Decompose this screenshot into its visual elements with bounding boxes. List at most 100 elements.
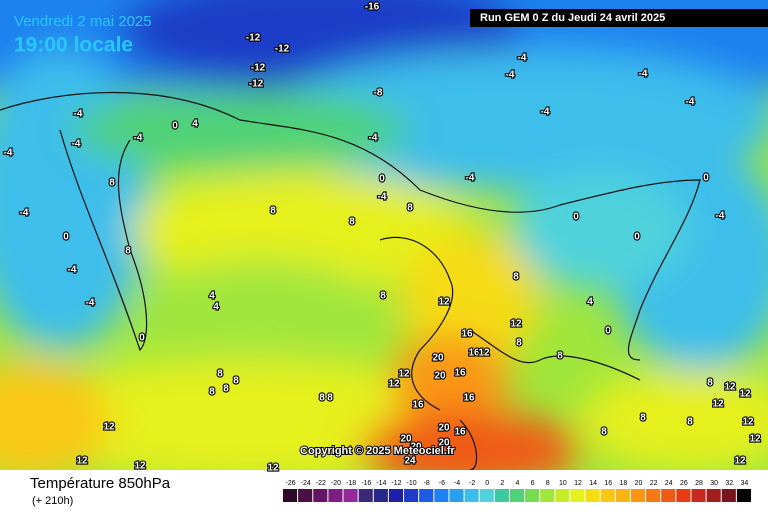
legend-swatch: [328, 489, 343, 502]
legend-swatch: [555, 489, 570, 502]
legend-swatch: [630, 489, 646, 502]
contour-label: 12: [76, 456, 88, 467]
contour-label: 8: [687, 417, 693, 428]
forecast-date: Vendredi 2 mai 2025: [14, 13, 152, 30]
contour-label: -4: [68, 265, 77, 276]
legend-label: -14: [376, 480, 386, 487]
legend-swatch: [449, 489, 464, 502]
contour-label: 12: [739, 389, 751, 400]
contour-label: 0: [634, 232, 640, 243]
legend-label: 20: [635, 480, 643, 487]
legend-label: -6: [439, 480, 445, 487]
legend-label: 34: [741, 480, 749, 487]
contour-label: 12: [134, 461, 146, 472]
legend-swatch: [721, 489, 736, 502]
contour-label: -4: [72, 139, 81, 150]
legend-swatch: [298, 489, 313, 502]
contour-label: 8: [513, 272, 519, 283]
contour-label: 8: [209, 387, 215, 398]
contour-label: 8: [270, 206, 276, 217]
legend-label: 16: [604, 480, 612, 487]
contour-label: 20: [438, 423, 450, 434]
contour-label: 8: [640, 413, 646, 424]
contour-label: 24: [404, 456, 416, 467]
contour-label: 20: [438, 438, 450, 449]
contour-label: 8: [233, 376, 239, 387]
legend-swatch: [540, 489, 555, 502]
contour-label: -4: [134, 133, 143, 144]
legend-swatch: [388, 489, 404, 502]
legend-label: 22: [650, 480, 658, 487]
legend-label: -18: [346, 480, 356, 487]
legend-label: 18: [620, 480, 628, 487]
contour-label: 20: [434, 371, 446, 382]
legend-swatch: [358, 489, 373, 502]
contour-label: 16: [454, 427, 466, 438]
legend-swatch: [736, 489, 751, 502]
legend-label: -20: [331, 480, 341, 487]
contour-label: -4: [466, 173, 475, 184]
legend-label: -26: [286, 480, 296, 487]
legend-label: -4: [454, 480, 460, 487]
contour-label: -12: [251, 63, 266, 74]
copyright: Copyright © 2025 Meteociel.fr: [300, 445, 456, 457]
legend-swatch: [600, 489, 615, 502]
legend-swatch: [479, 489, 494, 502]
legend-swatch: [509, 489, 525, 502]
forecast-time: 19:00 locale: [14, 34, 133, 57]
legend-label: 30: [710, 480, 718, 487]
contour-label: -4: [378, 192, 387, 203]
contour-label: 0: [605, 326, 611, 337]
legend-swatch: [419, 489, 434, 502]
contour-labels: -16-12-12-12-12-8-4-4 -4-4-4-4-4-4-40 4-40…: [2, 1, 762, 475]
contour-label: 16: [412, 400, 424, 411]
contour-label: 0: [139, 333, 145, 344]
coastlines: [0, 91, 701, 470]
contour-label: 0: [379, 174, 385, 185]
legend-swatch: [404, 489, 419, 502]
legend-swatch: [525, 489, 540, 502]
contour-label: 12: [749, 434, 761, 445]
legend-swatch: [313, 489, 328, 502]
legend-label: -22: [316, 480, 326, 487]
contour-label: -4: [686, 97, 695, 108]
legend-label: -8: [424, 480, 430, 487]
contour-label: 0: [573, 212, 579, 223]
legend-swatch: [464, 489, 479, 502]
contour-label: 12: [724, 382, 736, 393]
contour-label: 12: [438, 297, 450, 308]
contour-label: 8: [407, 203, 413, 214]
legend-swatch: [706, 489, 721, 502]
run-box: [470, 9, 768, 27]
legend-label: 24: [665, 480, 673, 487]
contour-label: -4: [639, 69, 648, 80]
contour-label: 0: [63, 232, 69, 243]
contour-label: 16: [463, 393, 475, 404]
run-info: Run GEM 0 Z du Jeudi 24 avril 2025: [480, 12, 665, 24]
contour-label: -12: [275, 44, 290, 55]
contour-label: 20: [400, 434, 412, 445]
legend-label: -2: [469, 480, 475, 487]
contour-label: -4: [369, 133, 378, 144]
legend-label: 28: [695, 480, 703, 487]
legend-swatch: [373, 489, 388, 502]
contour-label: 0: [172, 121, 178, 132]
legend-label: 8: [546, 480, 550, 487]
contour-label: 8: [349, 217, 355, 228]
contour-label: 8: [557, 351, 563, 362]
color-legend: -26 -24 -22 -20 -18 -16 -14 -12 -10 -8 -6 -4 -2 0 2 4 6 8…: [283, 480, 751, 502]
contour-label: 12: [267, 463, 279, 474]
legend-label: 6: [531, 480, 535, 487]
legend-swatch: [691, 489, 706, 502]
contour-label: -12: [246, 33, 261, 44]
contour-label: 12: [510, 319, 522, 330]
contour-label: -4: [518, 53, 527, 64]
legend-label: 2: [500, 480, 504, 487]
contour-label: -8: [374, 88, 383, 99]
contour-label: 8: [319, 393, 325, 404]
contour-label: 8: [125, 246, 131, 257]
contour-label: -4: [541, 107, 550, 118]
legend-swatch: [585, 489, 600, 502]
contour-label: 16: [468, 348, 480, 359]
